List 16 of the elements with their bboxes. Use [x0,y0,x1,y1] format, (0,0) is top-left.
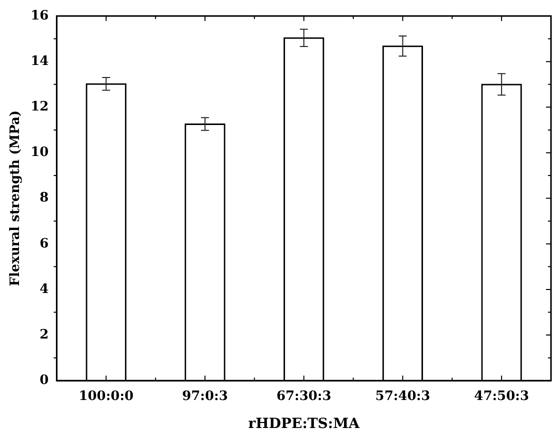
y-tick-label: 6 [40,236,49,252]
x-tick-label: 57:40:3 [375,388,430,404]
y-tick-label: 16 [30,8,49,24]
x-tick-label: 100:0:0 [78,388,134,404]
y-tick-label: 2 [40,327,49,342]
y-tick-label: 14 [30,54,49,69]
y-tick-label: 10 [30,145,49,160]
x-axis-title: rHDPE:TS:MA [248,416,361,432]
y-tick-label: 0 [40,372,49,388]
y-axis-title: Flexural strength (MPa) [8,110,24,286]
y-tick-label: 8 [40,190,49,206]
x-tick-label: 97:0:3 [182,388,228,404]
x-tick-label: 47:50:3 [474,388,529,404]
y-tick-label: 4 [40,282,49,297]
y-tick-label: 12 [30,100,49,115]
x-tick-label: 67:30:3 [276,388,332,404]
